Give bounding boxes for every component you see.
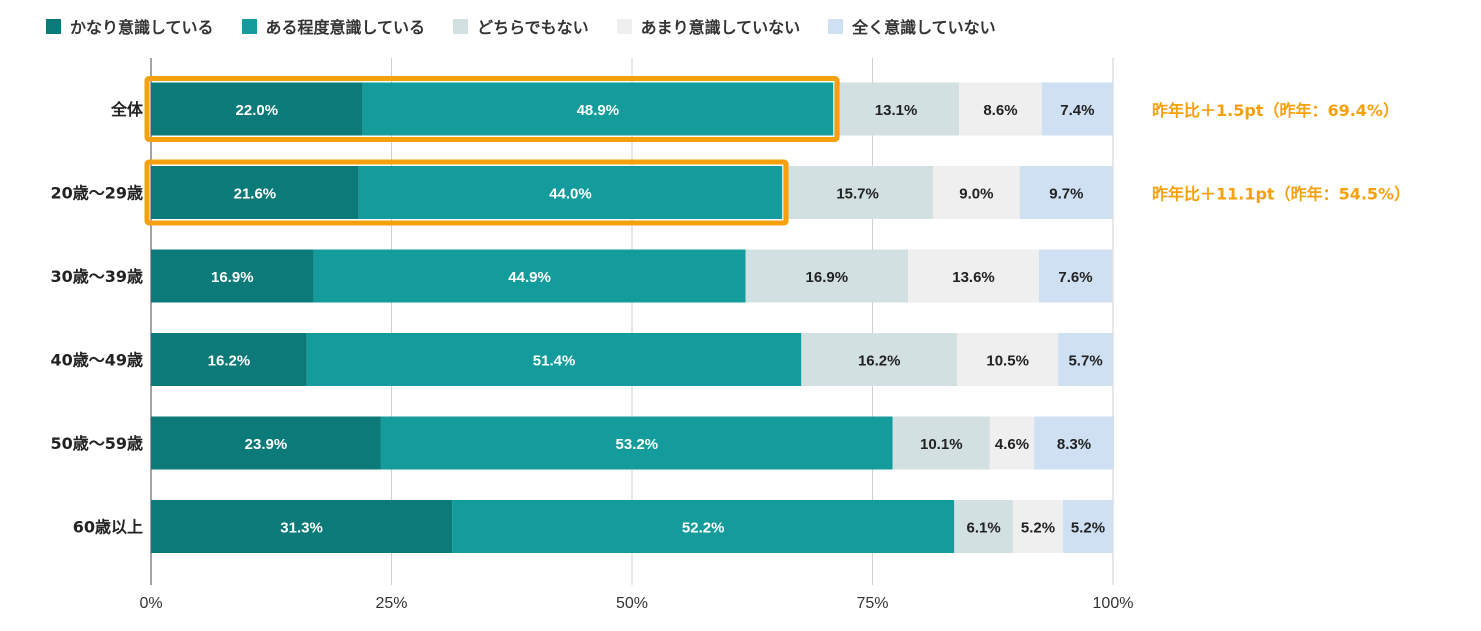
- bar-segment: [1062, 500, 1113, 553]
- x-tick-label: 50%: [616, 595, 648, 612]
- bar-segment: [151, 82, 363, 136]
- x-tick-label: 100%: [1093, 595, 1134, 612]
- bar-segment: [313, 249, 746, 303]
- data-label: 13.1%: [875, 102, 918, 119]
- legend-item: ある程度意識している: [241, 14, 426, 38]
- legend-label: かなり意識している: [70, 18, 214, 37]
- legend-swatch: [828, 18, 844, 34]
- data-label: 16.2%: [858, 353, 901, 370]
- data-label: 48.9%: [577, 102, 620, 119]
- data-label: 16.9%: [211, 269, 254, 286]
- bar-segment: [151, 249, 314, 303]
- legend: かなり意識している ある程度意識している どちらでもない あまり意識していない 全く意識…: [46, 14, 1024, 38]
- data-label: 15.7%: [836, 186, 879, 203]
- data-label: 53.2%: [616, 436, 659, 453]
- highlight-box: [144, 76, 840, 142]
- data-label: 8.6%: [983, 102, 1017, 119]
- bar-segment: [989, 416, 1035, 470]
- x-tick-label: 0%: [139, 595, 162, 612]
- bar-segment: [151, 166, 359, 219]
- data-label: 5.2%: [1021, 520, 1055, 537]
- y-category-label: 60歳以上: [73, 518, 143, 537]
- y-category-label: 全体: [110, 100, 144, 119]
- data-label: 5.7%: [1068, 353, 1102, 370]
- legend-item: あまり意識していない: [616, 14, 801, 38]
- bar-segment: [151, 416, 381, 470]
- bar-segment: [957, 333, 1059, 386]
- data-label: 10.5%: [986, 353, 1029, 370]
- y-category-label: 50歳〜59歳: [50, 434, 143, 453]
- legend-label: どちらでもない: [477, 18, 589, 37]
- data-label: 51.4%: [533, 353, 576, 370]
- y-category-label: 40歳〜49歳: [50, 351, 143, 370]
- bar-segment: [1041, 82, 1113, 136]
- data-label: 23.9%: [245, 436, 288, 453]
- legend-swatch: [453, 18, 469, 34]
- data-label: 16.2%: [208, 353, 251, 370]
- legend-label: ある程度意識している: [265, 18, 426, 37]
- data-label: 44.0%: [549, 186, 592, 203]
- data-label: 5.2%: [1071, 520, 1105, 537]
- x-tick-label: 75%: [856, 595, 888, 612]
- highlight-box: [144, 159, 789, 226]
- bar-segment: [1012, 500, 1063, 553]
- legend-label: 全く意識していない: [852, 18, 996, 37]
- y-category-label: 20歳〜29歳: [50, 184, 143, 203]
- data-label: 4.6%: [995, 436, 1029, 453]
- data-label: 52.2%: [682, 520, 725, 537]
- legend-label: あまり意識していない: [640, 18, 801, 37]
- y-category-label: 30歳〜39歳: [50, 267, 143, 286]
- x-tick-label: 25%: [375, 595, 407, 612]
- bar-segment: [959, 82, 1042, 136]
- legend-swatch: [46, 18, 61, 34]
- data-label: 8.3%: [1057, 436, 1091, 453]
- data-label: 9.7%: [1049, 186, 1083, 203]
- bar-segment: [358, 166, 783, 219]
- bar-segment: [892, 416, 990, 470]
- bar-segment: [782, 166, 934, 219]
- data-label: 44.9%: [508, 269, 551, 286]
- annotation-label: 昨年比＋1.5pt（昨年：69.4%）: [1152, 101, 1399, 120]
- data-label: 7.4%: [1060, 102, 1094, 119]
- data-label: 22.0%: [236, 102, 279, 119]
- data-label: 13.6%: [952, 269, 995, 286]
- legend-swatch: [616, 18, 632, 34]
- bar-segment: [933, 166, 1020, 219]
- bar-segment: [1019, 166, 1113, 219]
- bar-segment: [833, 82, 960, 136]
- bar-segment: [380, 416, 893, 470]
- data-label: 21.6%: [234, 186, 277, 203]
- legend-item: かなり意識している: [46, 14, 214, 38]
- bar-segment: [1058, 333, 1113, 386]
- data-label: 10.1%: [920, 436, 963, 453]
- bar-segment: [1038, 249, 1113, 303]
- data-label: 9.0%: [959, 186, 993, 203]
- data-label: 6.1%: [967, 520, 1001, 537]
- bar-segment: [306, 333, 802, 386]
- annotation-label: 昨年比＋11.1pt（昨年：54.5%）: [1152, 185, 1410, 204]
- bar-segment: [908, 249, 1039, 303]
- bar-segment: [151, 333, 307, 386]
- legend-item: どちらでもない: [453, 14, 589, 38]
- bar-segment: [1034, 416, 1114, 470]
- data-label: 16.9%: [806, 269, 849, 286]
- legend-item: 全く意識していない: [828, 14, 996, 38]
- data-label: 31.3%: [280, 520, 323, 537]
- bar-segment: [954, 500, 1013, 553]
- bar-segment: [452, 500, 955, 553]
- data-label: 7.6%: [1058, 269, 1092, 286]
- bar-segment: [745, 249, 909, 303]
- legend-swatch: [241, 18, 257, 34]
- bar-segment: [151, 500, 453, 553]
- bar-segment: [362, 82, 834, 136]
- bar-segment: [801, 333, 958, 386]
